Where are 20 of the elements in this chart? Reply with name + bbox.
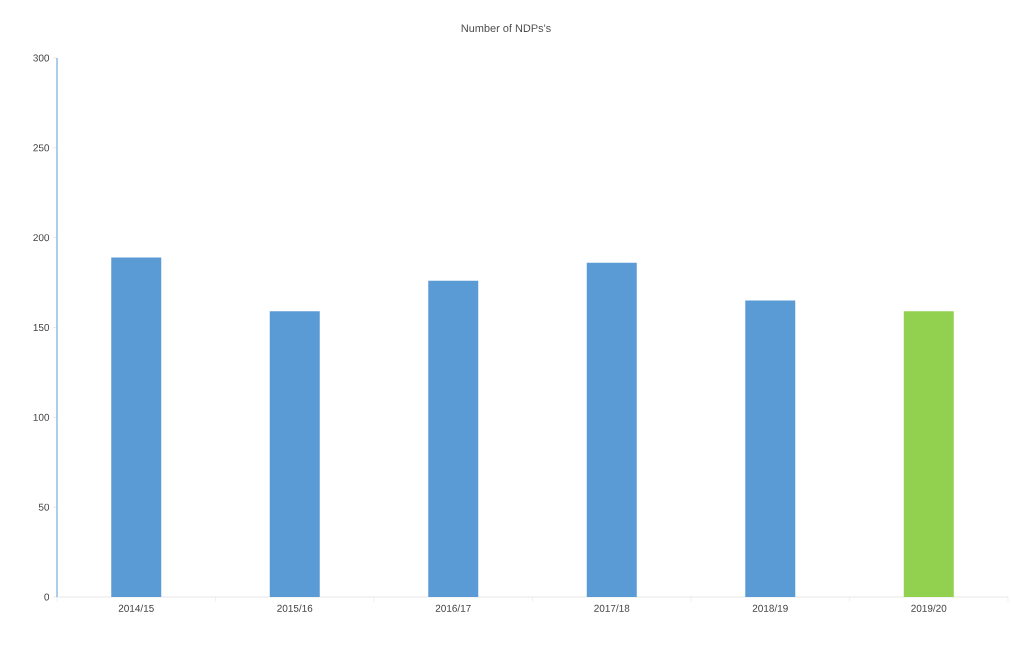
bar xyxy=(903,311,954,597)
x-tick-label: 2017/18 xyxy=(594,604,630,612)
x-tick-label: 2014/15 xyxy=(118,604,154,612)
y-tick-label: 100 xyxy=(33,413,50,421)
y-tick-label: 250 xyxy=(33,144,50,152)
bar xyxy=(428,280,479,597)
bar xyxy=(745,300,796,597)
y-tick-label: 0 xyxy=(44,593,50,601)
y-tick-label: 300 xyxy=(33,54,50,62)
x-tick-label: 2018/19 xyxy=(752,604,788,612)
x-tick-label: 2019/20 xyxy=(911,604,947,612)
y-tick-label: 200 xyxy=(33,234,50,242)
x-tick-label: 2016/17 xyxy=(435,604,471,612)
bar xyxy=(269,311,320,597)
bar xyxy=(586,262,637,597)
y-tick-label: 150 xyxy=(33,323,50,332)
y-tick-label: 50 xyxy=(38,503,50,511)
chart-title: Number of NDPs's xyxy=(461,23,551,33)
bar xyxy=(111,257,162,597)
x-tick-label: 2015/16 xyxy=(277,604,313,612)
